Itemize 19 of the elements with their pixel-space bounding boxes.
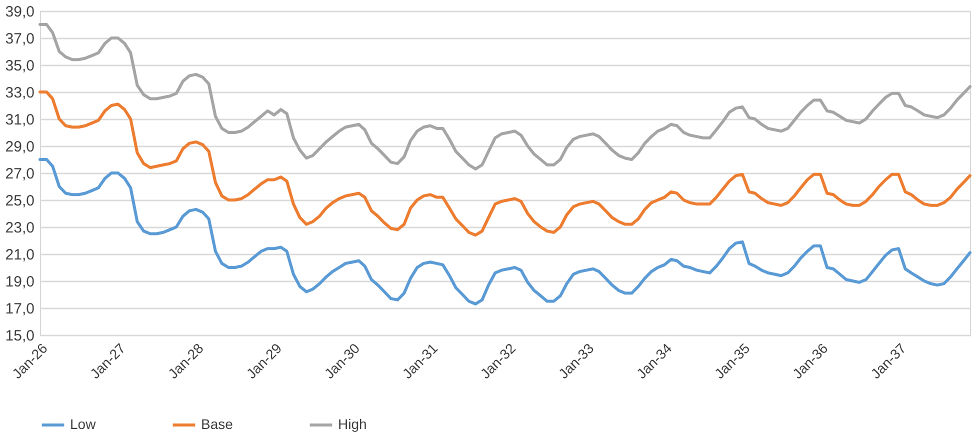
legend-label: Base xyxy=(201,416,234,432)
legend-label: High xyxy=(338,416,367,432)
y-tick-label: 23,0 xyxy=(5,220,34,236)
line-series xyxy=(38,90,972,237)
y-tick-label: 35,0 xyxy=(5,58,34,74)
y-tick-label: 25,0 xyxy=(5,192,34,210)
y-tick-label: 33,0 xyxy=(5,84,34,102)
y-tick-label: 29,0 xyxy=(5,138,34,156)
line-series xyxy=(38,23,972,170)
y-tick-label: 39,0 xyxy=(5,4,34,20)
y-tick-label: 27,0 xyxy=(5,166,34,182)
y-tick-label: 37,0 xyxy=(5,30,34,48)
y-tick-label: 19,0 xyxy=(5,274,34,290)
y-tick-label: 31,0 xyxy=(5,112,34,128)
y-tick-label: 17,0 xyxy=(5,300,34,318)
line-series xyxy=(38,158,972,306)
y-tick-label: 15,0 xyxy=(5,328,34,344)
y-tick-label: 21,0 xyxy=(5,246,34,264)
legend-label: Low xyxy=(70,416,97,432)
